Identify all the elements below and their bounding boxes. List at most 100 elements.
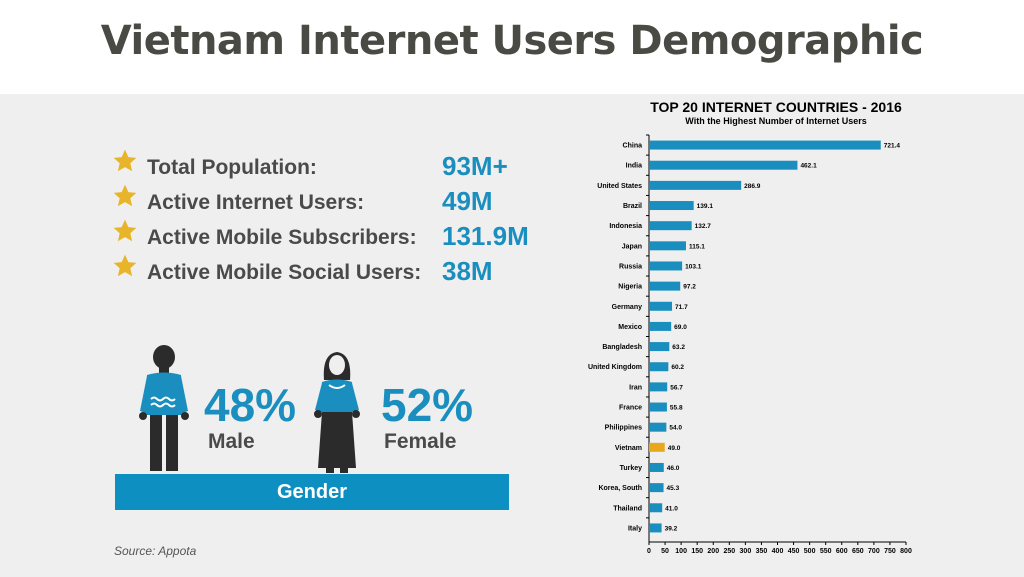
category-label: Iran — [629, 384, 642, 391]
bar — [649, 342, 670, 352]
value-label: 139.1 — [697, 203, 714, 210]
bar — [649, 201, 694, 211]
category-label: Philippines — [605, 425, 642, 432]
bar — [649, 241, 686, 251]
stat-label: Active Mobile Subscribers: — [147, 226, 417, 249]
category-label: China — [623, 143, 643, 150]
x-tick-label: 200 — [707, 548, 719, 555]
stat-value: 131.9M — [442, 221, 529, 251]
value-label: 115.1 — [689, 243, 705, 250]
category-label: Russia — [619, 263, 642, 270]
value-label: 41.0 — [665, 505, 678, 512]
category-label: France — [619, 405, 642, 412]
category-label: Vietnam — [615, 445, 642, 452]
category-label: Japan — [622, 243, 642, 250]
value-label: 45.3 — [667, 485, 680, 492]
page-title: Vietnam Internet Users Demographic — [100, 18, 924, 64]
category-label: United Kingdom — [588, 364, 642, 371]
x-tick-label: 400 — [772, 548, 784, 555]
category-label: United States — [597, 183, 642, 190]
stat-value: 49M — [442, 186, 493, 216]
bar — [649, 422, 667, 432]
value-label: 46.0 — [667, 465, 680, 472]
star-icon — [113, 254, 137, 277]
value-label: 132.7 — [695, 223, 712, 230]
value-label: 63.2 — [672, 344, 685, 351]
bar — [649, 261, 683, 271]
bar — [649, 140, 881, 150]
x-tick-label: 450 — [788, 548, 800, 555]
stat-value: 93M+ — [442, 151, 508, 181]
x-tick-label: 500 — [804, 548, 816, 555]
stat-label: Total Population: — [147, 156, 317, 179]
category-label: Brazil — [623, 203, 642, 210]
stat-label: Active Mobile Social Users: — [147, 261, 422, 284]
value-label: 49.0 — [668, 445, 681, 452]
star-icon — [113, 219, 137, 242]
stat-label: Active Internet Users: — [147, 191, 365, 214]
bar — [649, 281, 681, 291]
bar — [649, 402, 667, 412]
x-tick-label: 650 — [852, 548, 864, 555]
x-tick-label: 250 — [723, 548, 735, 555]
value-label: 69.0 — [674, 324, 687, 331]
bar — [649, 462, 664, 472]
bar-chart: China 721.4 India 462.1 United States 286.9 Br… — [588, 134, 912, 555]
category-label: Indonesia — [609, 223, 642, 230]
category-label: Italy — [628, 525, 642, 532]
category-label: Korea, South — [598, 485, 642, 492]
category-label: Bangladesh — [602, 344, 642, 351]
bar — [649, 362, 669, 372]
x-tick-label: 600 — [836, 548, 848, 555]
female-label: Female — [384, 430, 457, 453]
female-person-icon — [314, 352, 360, 473]
category-label: Thailand — [613, 505, 642, 512]
value-label: 39.2 — [665, 525, 678, 532]
category-label: Turkey — [620, 465, 643, 472]
value-label: 55.8 — [670, 405, 683, 412]
value-label: 54.0 — [669, 425, 682, 432]
x-tick-label: 700 — [868, 548, 880, 555]
value-label: 103.1 — [685, 263, 702, 270]
x-tick-label: 0 — [647, 548, 651, 555]
chart-title: TOP 20 INTERNET COUNTRIES - 2016 — [650, 99, 902, 115]
male-person-icon — [139, 345, 189, 471]
bar — [649, 301, 673, 311]
x-tick-label: 300 — [740, 548, 752, 555]
value-label: 71.7 — [675, 304, 688, 311]
bar — [649, 442, 665, 452]
bar — [649, 382, 668, 392]
bar — [649, 483, 664, 493]
stat-value: 38M — [442, 256, 493, 286]
x-tick-label: 750 — [884, 548, 896, 555]
bar — [649, 321, 672, 331]
value-label: 56.7 — [670, 384, 683, 391]
category-label: India — [626, 163, 642, 170]
value-label: 60.2 — [671, 364, 684, 371]
x-tick-label: 50 — [661, 548, 669, 555]
x-tick-label: 100 — [675, 548, 687, 555]
gender-bar: Gender — [115, 474, 509, 510]
female-percentage: 52% — [381, 379, 474, 431]
x-tick-label: 350 — [756, 548, 768, 555]
source-note: Source: Appota — [114, 544, 197, 558]
value-label: 97.2 — [683, 284, 696, 291]
x-tick-label: 550 — [820, 548, 832, 555]
x-tick-label: 150 — [691, 548, 703, 555]
male-percentage: 48% — [204, 379, 297, 431]
value-label: 462.1 — [800, 163, 817, 170]
category-label: Mexico — [618, 324, 642, 331]
bar — [649, 503, 663, 513]
bar — [649, 160, 798, 170]
bar — [649, 523, 662, 533]
male-label: Male — [208, 430, 255, 453]
star-icon — [113, 149, 137, 172]
category-label: Nigeria — [618, 284, 642, 291]
x-tick-label: 800 — [900, 548, 912, 555]
value-label: 721.4 — [884, 143, 901, 150]
bar — [649, 180, 742, 190]
chart-subtitle: With the Highest Number of Internet User… — [685, 116, 867, 126]
star-icon — [113, 184, 137, 207]
bar — [649, 221, 692, 231]
category-label: Germany — [612, 304, 642, 311]
